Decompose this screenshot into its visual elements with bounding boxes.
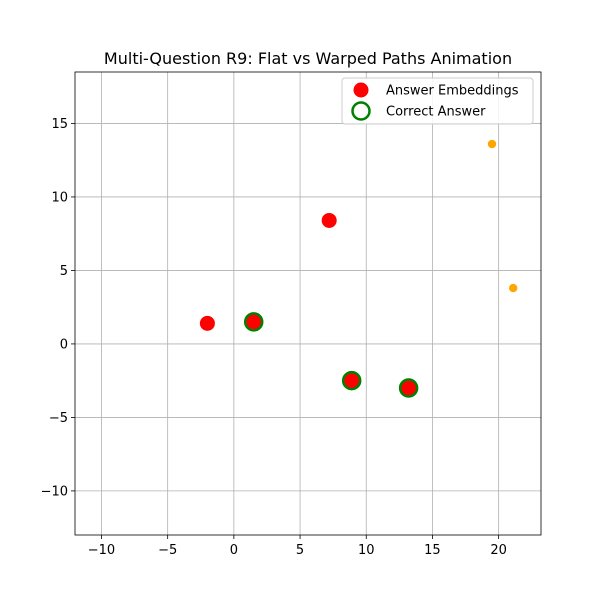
answer-embedding-point [321, 212, 337, 228]
legend-marker-answer-embeddings [353, 82, 369, 98]
legend: Answer Embeddings Correct Answer [341, 77, 534, 125]
x-tick-label: 20 [490, 543, 507, 558]
x-tick-label: −5 [158, 543, 177, 558]
y-tick-label: 15 [51, 117, 68, 132]
x-tick-label: 5 [296, 543, 304, 558]
legend-label: Correct Answer [386, 105, 486, 120]
correct-answer-marker [243, 312, 264, 332]
y-tick-label: 5 [60, 264, 68, 279]
correct-answer-marker [341, 370, 362, 391]
y-tick-label: 0 [60, 337, 68, 352]
y-tick-label: −5 [49, 411, 68, 426]
answer-embedding-point [199, 315, 215, 331]
marks-layer [199, 139, 518, 398]
answer-embedding-point [401, 380, 417, 396]
x-tick-label: 15 [424, 543, 441, 558]
correct-answer-marker [398, 378, 419, 398]
legend-marker-correct-answer [351, 101, 371, 121]
axes-frame [74, 71, 542, 536]
chart-title: Multi-Question R9: Flat vs Warped Paths … [104, 49, 512, 68]
x-tick-label: −10 [88, 543, 115, 558]
legend-label: Answer Embeddings [386, 84, 519, 99]
orange-point [487, 139, 497, 149]
y-tick-label: 10 [51, 190, 68, 205]
legend-box [341, 77, 534, 125]
ticks-layer: −10 −5 0 5 10 15 20 −10 −5 0 5 10 15 [41, 117, 507, 558]
answer-embedding-point [344, 373, 360, 389]
answer-embedding-point [246, 314, 262, 330]
orange-point [508, 283, 518, 293]
y-tick-label: −10 [41, 484, 68, 499]
grid-layer [75, 72, 541, 535]
x-tick-label: 10 [358, 543, 375, 558]
x-tick-label: 0 [230, 543, 238, 558]
